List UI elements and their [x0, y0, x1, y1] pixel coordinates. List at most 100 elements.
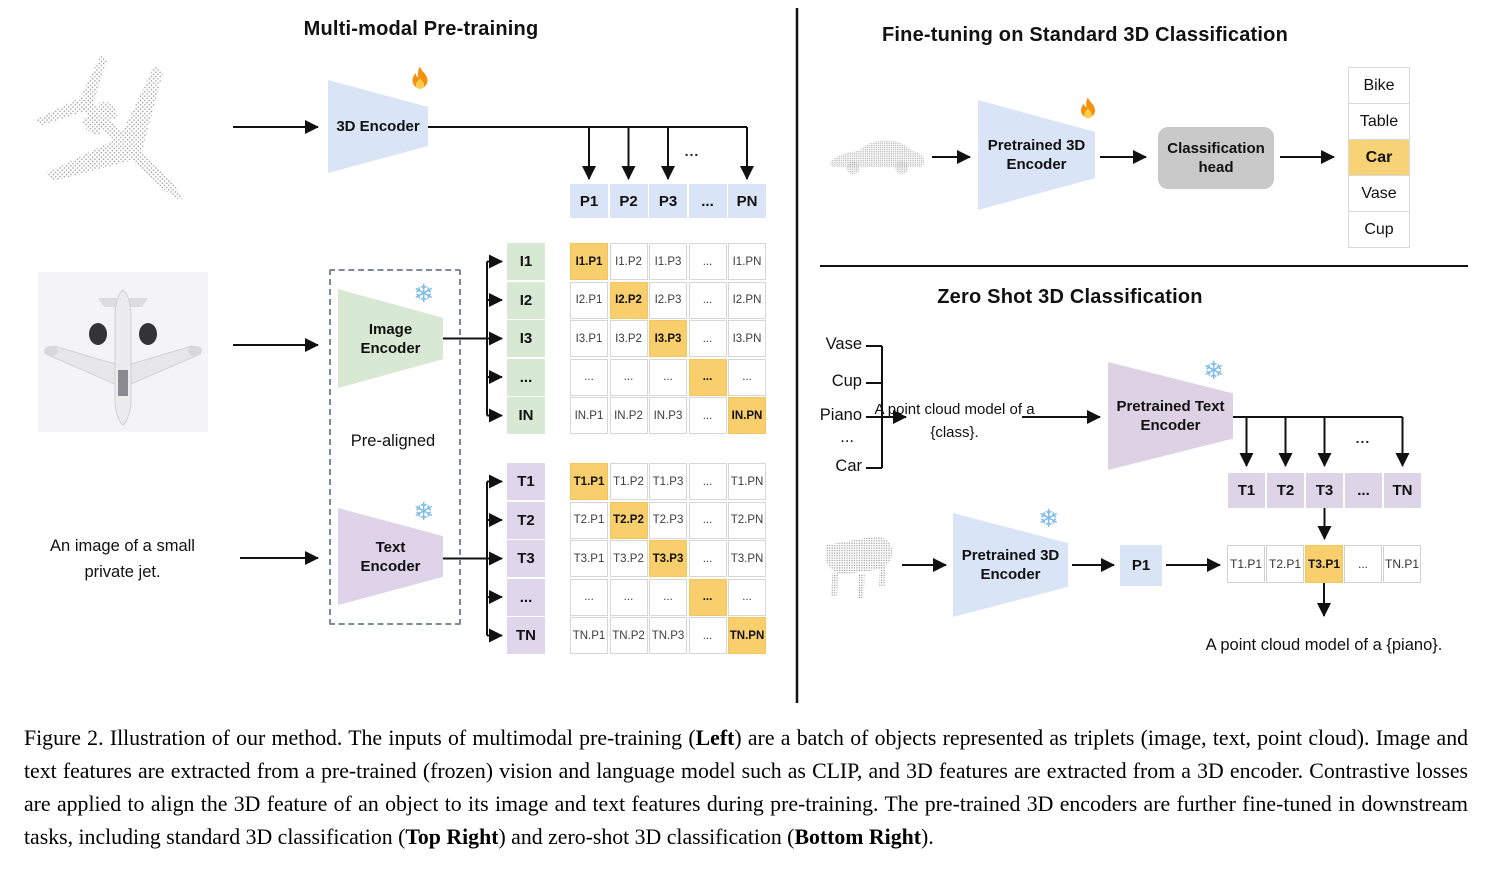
- caption-text: ).: [921, 825, 934, 849]
- text-feature-cell: T3: [507, 540, 545, 577]
- text-similarity-cell: TN.P3: [649, 617, 687, 654]
- image-similarity-cell: ...: [570, 358, 608, 396]
- caption-bold-text: Left: [695, 726, 735, 750]
- caption-text: Figure 2. Illustration of our method. Th…: [24, 726, 696, 750]
- image-similarity-cell: I2.P3: [649, 281, 687, 319]
- airplane-point-cloud: [36, 54, 183, 201]
- image-similarity-cell: I2.P2: [609, 281, 648, 319]
- pre-aligned-box: [329, 269, 461, 625]
- image-similarity-cell: ...: [688, 320, 727, 357]
- prompt-template-text: A point cloud model of a {class}.: [874, 401, 1035, 441]
- similarity-cell: T1.P1: [1227, 545, 1265, 583]
- snowflake-icon: ❄: [1203, 356, 1224, 385]
- text-similarity-cell: ...: [688, 463, 727, 500]
- caption-text: ) and zero-shot 3D classification (: [498, 825, 795, 849]
- text-feature-cell: TN: [1384, 473, 1421, 508]
- image-similarity-cell: I2.PN: [728, 281, 766, 319]
- point-feature-cell: P3: [649, 184, 687, 218]
- fire-icon: [412, 66, 428, 89]
- image-similarity-cell: I1.P1: [570, 243, 608, 280]
- text-similarity-cell: T2.P1: [570, 501, 608, 539]
- snowflake-icon: ❄: [413, 497, 434, 526]
- snowflake-icon: ❄: [413, 279, 434, 308]
- similarity-cell: TN.P1: [1383, 545, 1421, 583]
- zeroshot-title: Zero Shot 3D Classification: [937, 286, 1203, 308]
- fire-icon: [1081, 97, 1095, 119]
- zeroshot-3d-encoder-label: Pretrained 3D Encoder: [961, 547, 1060, 583]
- image-similarity-cell: ...: [609, 358, 648, 396]
- pn-ellipsis: ...: [684, 143, 700, 159]
- image-similarity-cell: I1.PN: [728, 243, 766, 280]
- image-caption-text: An image of a small private jet.: [50, 537, 195, 581]
- pretraining-title: Multi-modal Pre-training: [303, 18, 539, 40]
- image-similarity-cell: ...: [728, 358, 766, 396]
- text-feature-cell: T2: [1267, 473, 1304, 508]
- zeroshot-class-name: Cup: [831, 372, 862, 390]
- image-similarity-cell: I1.P2: [609, 243, 648, 280]
- image-feature-column: I1 I2 I3... IN: [507, 243, 545, 434]
- text-similarity-cell: ...: [688, 540, 727, 577]
- zeroshot-class-name: Piano: [819, 406, 862, 424]
- image-similarity-cell: ...: [688, 358, 727, 396]
- image-similarity-cell: I3.P1: [570, 320, 608, 357]
- point-feature-cell: P1: [1120, 545, 1162, 586]
- text-similarity-cell: T3.P3: [649, 540, 687, 577]
- similarity-cell: ...: [1344, 545, 1382, 583]
- finetune-title: Fine-tuning on Standard 3D Classificatio…: [881, 24, 1288, 46]
- image-similarity-cell: IN.P3: [649, 397, 687, 434]
- text-similarity-cell: T2.PN: [728, 501, 766, 539]
- text-similarity-cell: T1.P3: [649, 463, 687, 500]
- text-encoder-label: Text Encoder: [360, 538, 421, 575]
- zeroshot-class-name: Car: [835, 457, 862, 475]
- zeroshot-text-feature-row: T1 T2 T3... TN: [1228, 473, 1421, 508]
- image-similarity-cell: I1.P3: [649, 243, 687, 280]
- text-similarity-cell: TN.PN: [728, 617, 766, 654]
- figure-caption: Figure 2. Illustration of our method. Th…: [24, 722, 1468, 854]
- text-similarity-cell: T3.P2: [609, 540, 648, 577]
- text-similarity-cell: TN.P2: [609, 617, 648, 654]
- image-similarity-cell: ...: [649, 358, 687, 396]
- text-feature-cell: T2: [507, 501, 545, 539]
- point-feature-cell: P1: [570, 184, 608, 218]
- text-similarity-cell: ...: [688, 617, 727, 654]
- text-feature-column: T1 T2 T3... TN: [507, 463, 545, 654]
- image-feature-cell: I1: [507, 243, 545, 280]
- text-similarity-cell: TN.P1: [570, 617, 608, 654]
- image-similarity-cell: I3.P2: [609, 320, 648, 357]
- point-feature-cell: P2: [609, 184, 648, 218]
- left-input-arrows: [233, 120, 319, 565]
- zeroshot-similarity-row: T1.P1 T2.P1 T3.P1... TN.P1: [1227, 545, 1421, 583]
- image-similarity-cell: IN.P1: [570, 397, 608, 434]
- class-option: Car: [1349, 140, 1409, 176]
- text-similarity-cell: ...: [688, 501, 727, 539]
- text-feature-cell: T3: [1306, 473, 1343, 508]
- text-similarity-cell: T2.P3: [649, 501, 687, 539]
- image-similarity-cell: I2.P1: [570, 281, 608, 319]
- image-similarity-cell: IN.PN: [728, 397, 766, 434]
- text-similarity-cell: T1.P1: [570, 463, 608, 500]
- caption-text: ) are a batch of objects represented as …: [24, 726, 1468, 849]
- class-option: Cup: [1364, 220, 1394, 238]
- image-similarity-cell: I3.PN: [728, 320, 766, 357]
- text-feature-cell: T1: [1228, 473, 1265, 508]
- classification-head: Classification head: [1158, 127, 1274, 189]
- similarity-cell: T2.P1: [1266, 545, 1304, 583]
- text-feature-cell: T1: [507, 463, 545, 500]
- text-similarity-cell: ...: [649, 578, 687, 616]
- zeroshot-result-text: A point cloud model of a {piano}.: [1205, 636, 1443, 654]
- 3d-encoder-label: 3D Encoder: [336, 118, 420, 135]
- finetune-3d-encoder-label: Pretrained 3D Encoder: [987, 137, 1086, 173]
- text-point-similarity-matrix: T1.P1 T1.P2 T1.P3... T1.PN T2.P1 T2.P2 T2.P3..…: [570, 463, 766, 654]
- text-similarity-cell: ...: [570, 578, 608, 616]
- image-encoder-label: Image Encoder: [360, 320, 421, 357]
- text-feature-cell: ...: [1345, 473, 1382, 508]
- text-feature-cell: TN: [507, 617, 545, 654]
- caption-bold-text: Bottom Right: [794, 825, 921, 849]
- class-option: Bike: [1349, 68, 1409, 104]
- airplane-photo: [38, 272, 208, 432]
- snowflake-icon: ❄: [1038, 504, 1059, 533]
- pre-aligned-label: Pre-aligned: [350, 432, 436, 450]
- image-feature-cell: IN: [507, 397, 545, 434]
- car-point-cloud: [830, 140, 925, 175]
- point-feature-row: P1 P2 P3... PN: [570, 184, 766, 218]
